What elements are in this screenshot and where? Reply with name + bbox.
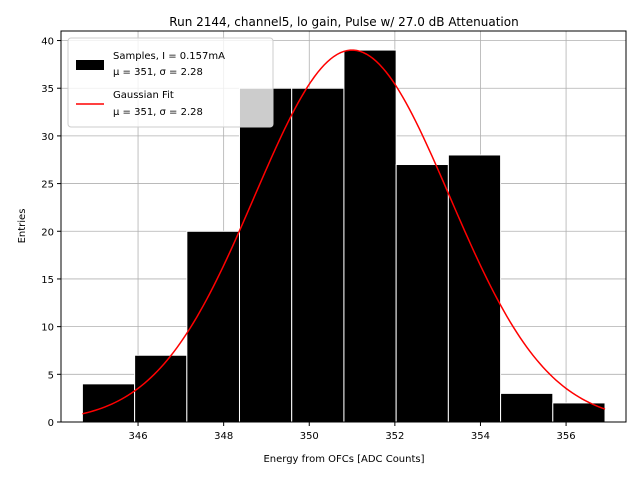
- y-tick-label: 15: [41, 275, 54, 286]
- x-tick-label: 350: [300, 431, 319, 442]
- y-tick-label: 30: [41, 132, 54, 143]
- plot-frame: [60, 30, 627, 423]
- histogram-bar: [186, 230, 240, 423]
- histogram-bar: [447, 154, 502, 423]
- x-tick-label: 348: [214, 431, 233, 442]
- chart-title: Run 2144, channel5, lo gain, Pulse w/ 27…: [169, 15, 518, 29]
- x-tick-label: 356: [557, 431, 576, 442]
- histogram-bar: [291, 87, 345, 423]
- x-tick-label: 346: [128, 431, 147, 442]
- x-axis-label: Energy from OFCs [ADC Counts]: [263, 454, 424, 465]
- legend: Samples, I = 0.157mA μ = 351, σ = 2.28 G…: [67, 37, 274, 128]
- legend-fit-stats: μ = 351, σ = 2.28: [113, 107, 203, 118]
- histogram-bar: [343, 49, 397, 423]
- y-tick-label: 35: [41, 84, 54, 95]
- y-tick-label: 10: [41, 323, 54, 334]
- y-tick-label: 5: [48, 370, 54, 381]
- histogram-bar: [500, 392, 554, 423]
- fit-curve: [82, 49, 606, 415]
- legend-box: [67, 37, 274, 128]
- y-tick-label: 25: [41, 180, 54, 191]
- y-axis-label: Entries: [17, 209, 28, 244]
- legend-samples-stats: μ = 351, σ = 2.28: [113, 67, 203, 78]
- histogram-bar: [134, 354, 188, 423]
- legend-samples-label: Samples, I = 0.157mA: [113, 51, 225, 62]
- x-axis: 346 348 350 352 354 356: [128, 422, 576, 442]
- x-tick-label: 352: [385, 431, 404, 442]
- legend-fit-label: Gaussian Fit: [113, 90, 174, 101]
- histogram-bar: [81, 383, 136, 423]
- y-axis: 0 5 10 15 20 25 30 35 40: [41, 37, 61, 429]
- histogram-bar: [395, 164, 449, 423]
- y-tick-label: 20: [41, 227, 54, 238]
- y-tick-label: 0: [48, 418, 54, 429]
- legend-samples-swatch: [76, 60, 104, 70]
- gaussian-fit-line: [82, 49, 606, 415]
- y-tick-label: 40: [41, 37, 54, 48]
- histogram-bar: [238, 87, 293, 423]
- histogram-bars: [81, 49, 606, 423]
- x-tick-label: 354: [471, 431, 490, 442]
